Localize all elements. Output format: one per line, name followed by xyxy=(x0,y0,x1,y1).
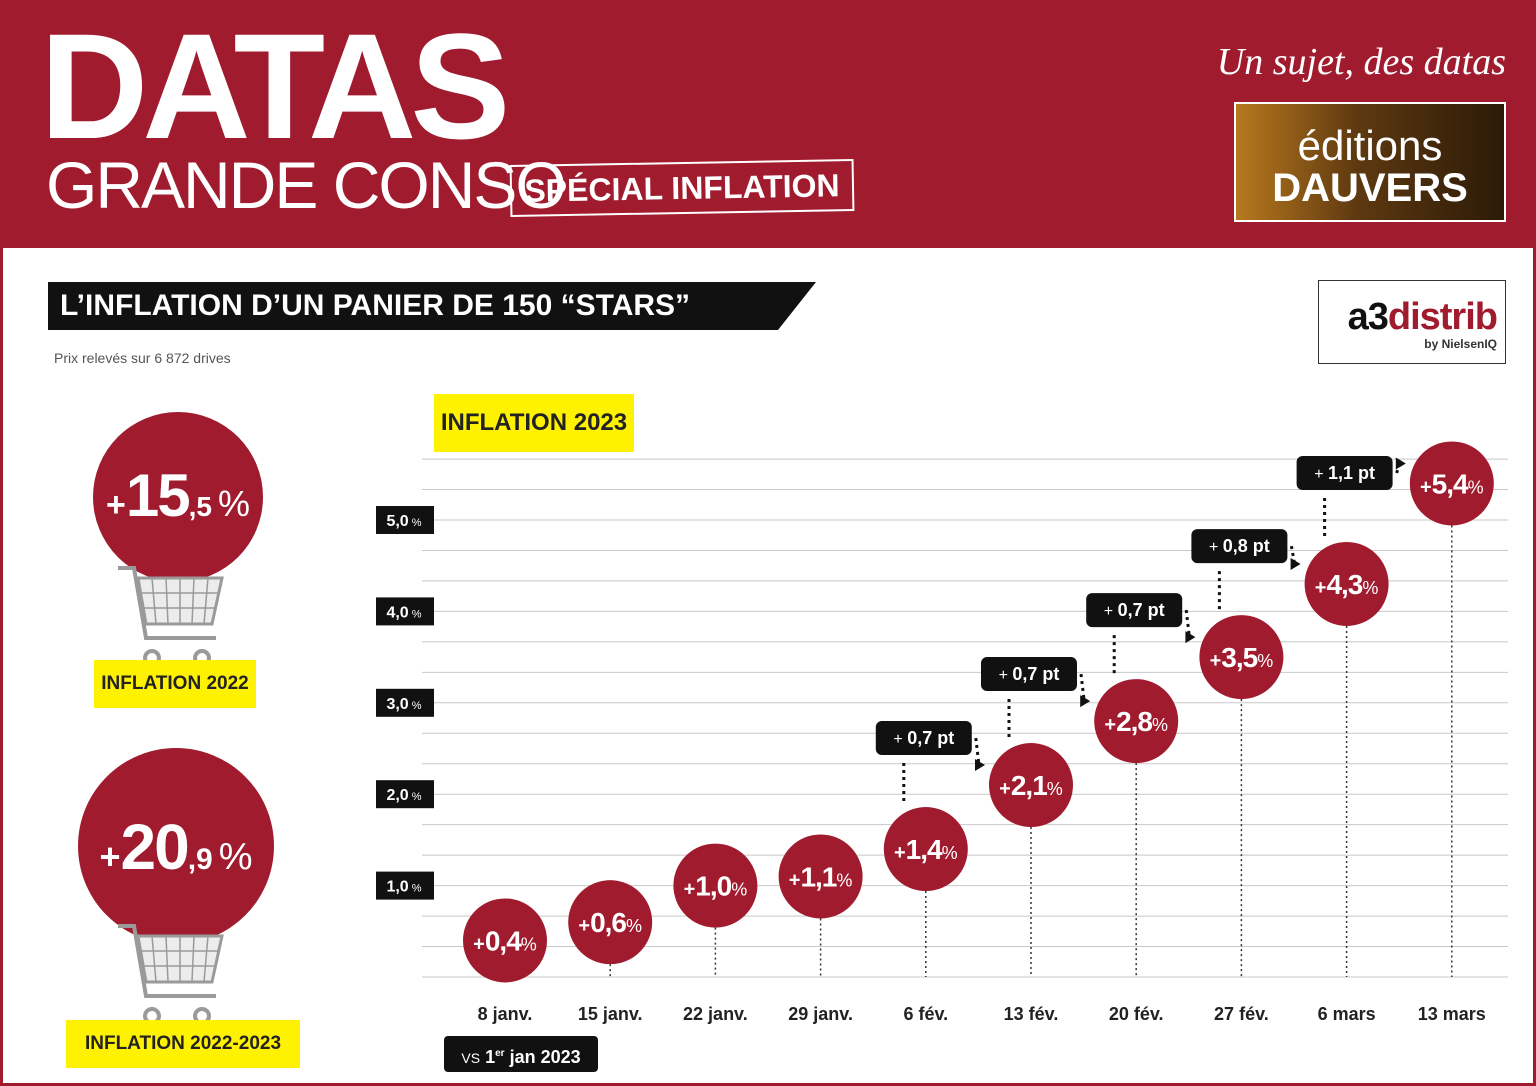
kpi-2022-value: +15,5% xyxy=(93,464,263,544)
delta-arrow-head xyxy=(1395,457,1406,470)
baseline-rest: jan 2023 xyxy=(509,1047,581,1067)
x-tick-label: 8 janv. xyxy=(478,1004,533,1024)
y-tick-label: 1,0 % xyxy=(386,879,421,896)
value-circle xyxy=(778,834,863,919)
value-circle xyxy=(1409,441,1494,526)
x-tick-label: 6 mars xyxy=(1318,1004,1376,1024)
a3distrib-logo-a3: a3 xyxy=(1347,296,1389,338)
value-label: +1,4% xyxy=(894,834,958,865)
y-tick-box xyxy=(376,871,434,900)
value-label: +1,0% xyxy=(684,871,748,902)
delta-label: + 0,7 pt xyxy=(893,728,954,748)
delta-label: + 1,1 pt xyxy=(1314,463,1375,483)
source-note: Prix relevés sur 6 872 drives xyxy=(54,350,231,366)
x-tick-label: 13 fév. xyxy=(1004,1004,1059,1024)
a3distrib-logo-distrib: distrib xyxy=(1387,296,1498,338)
y-tick-box xyxy=(376,506,434,534)
value-label: +4,3% xyxy=(1315,569,1379,600)
delta-arrow-head xyxy=(1185,631,1196,644)
kpi-2022-unit: % xyxy=(217,483,250,524)
value-circle xyxy=(673,843,758,928)
y-tick-box xyxy=(376,780,434,809)
delta-label: + 0,7 pt xyxy=(1104,600,1165,620)
shopping-cart-icon xyxy=(118,566,224,667)
kpi-2022-2023-sign: + xyxy=(99,836,121,877)
kpi-2022-dec: ,5 xyxy=(188,491,212,522)
baseline-prefix: VS xyxy=(461,1050,481,1066)
baseline-sup: er xyxy=(495,1048,505,1059)
baseline-note: VS 1er jan 2023 xyxy=(444,1036,598,1072)
value-label: +0,6% xyxy=(578,907,642,938)
kpi-2022-2023-value: +20,9% xyxy=(78,812,274,900)
value-circle xyxy=(1199,615,1284,700)
value-label: +0,4% xyxy=(473,925,537,956)
delta-badge xyxy=(1191,529,1288,564)
x-tick-label: 22 janv. xyxy=(683,1004,748,1024)
value-circle xyxy=(1304,541,1389,626)
baseline-day: 1 xyxy=(485,1047,496,1067)
header-banner: DATAS GRANDE CONSO SPÉCIAL INFLATION Un … xyxy=(0,0,1536,248)
y-tick-label: 5,0 % xyxy=(386,513,421,530)
value-label: +5,4% xyxy=(1420,468,1484,499)
value-label: +2,8% xyxy=(1104,706,1168,737)
delta-arrow-line xyxy=(1079,673,1086,702)
chart-title: INFLATION 2023 xyxy=(434,394,634,452)
kpi-2022-2023-unit: % xyxy=(218,836,253,878)
kpi-2022-2023-circle: +20,9% xyxy=(78,748,274,944)
a3distrib-logo-sub: by NielsenIQ xyxy=(1424,337,1497,351)
shopping-cart-icon xyxy=(118,924,224,1025)
y-tick-label: 4,0 % xyxy=(386,604,421,621)
title-bar-background xyxy=(48,282,816,330)
y-tick-label: 2,0 % xyxy=(386,787,421,804)
section-title-bar: L’INFLATION D’UN PANIER DE 150 “STARS” xyxy=(48,282,816,330)
publisher-logo-line1: éditions xyxy=(1297,122,1443,169)
y-tick-box xyxy=(376,688,434,717)
kpi-2022-sign: + xyxy=(106,486,126,524)
kpi-2022-2023-dec: ,9 xyxy=(187,843,213,876)
value-label: +1,1% xyxy=(789,861,853,892)
delta-arrow-line xyxy=(974,737,981,766)
delta-label: + 0,8 pt xyxy=(1209,536,1270,556)
kpi-2022-2023-int: 20 xyxy=(120,811,190,883)
delta-badge xyxy=(1086,593,1183,628)
value-circle xyxy=(463,898,547,983)
x-tick-label: 27 fév. xyxy=(1214,1004,1269,1024)
value-circle xyxy=(568,880,653,965)
delta-arrow-line xyxy=(1184,609,1191,638)
value-circle xyxy=(989,743,1073,828)
delta-label: + 0,7 pt xyxy=(999,664,1060,684)
delta-badge xyxy=(875,721,972,756)
y-tick-label: 3,0 % xyxy=(386,696,421,713)
publisher-logo: éditions DAUVERS xyxy=(1234,102,1506,222)
tagline: Un sujet, des datas xyxy=(1216,41,1506,83)
value-circle xyxy=(883,807,968,892)
a3distrib-logo-wordmark: a3distrib xyxy=(1319,296,1498,338)
kpi-2022-label: INFLATION 2022 xyxy=(94,660,256,708)
publisher-logo-line2: DAUVERS xyxy=(1272,166,1468,210)
kpi-2022-2023-label: INFLATION 2022-2023 xyxy=(66,1020,300,1068)
x-tick-label: 20 fév. xyxy=(1109,1004,1164,1024)
x-tick-label: 6 fév. xyxy=(903,1004,948,1024)
a3distrib-logo: a3distrib by NielsenIQ xyxy=(1318,280,1506,364)
delta-badge xyxy=(1296,455,1393,490)
delta-arrow-head xyxy=(1080,695,1091,708)
delta-arrow-head xyxy=(1290,557,1301,570)
brand-subtitle: GRANDE CONSO xyxy=(46,148,567,222)
x-tick-label: 29 janv. xyxy=(788,1004,853,1024)
section-title: L’INFLATION D’UN PANIER DE 150 “STARS” xyxy=(60,289,691,322)
x-tick-label: 15 janv. xyxy=(578,1004,643,1024)
kpi-2022-circle: +15,5% xyxy=(93,412,263,582)
brand-title: DATAS xyxy=(40,2,510,170)
kpi-2022-int: 15 xyxy=(125,462,191,529)
delta-arrow-head xyxy=(975,759,985,772)
y-tick-box xyxy=(376,597,434,626)
delta-badge xyxy=(981,657,1077,692)
x-tick-label: 13 mars xyxy=(1418,1004,1486,1024)
value-circle xyxy=(1094,679,1179,764)
value-label: +3,5% xyxy=(1210,642,1274,673)
value-label: +2,1% xyxy=(999,770,1063,801)
